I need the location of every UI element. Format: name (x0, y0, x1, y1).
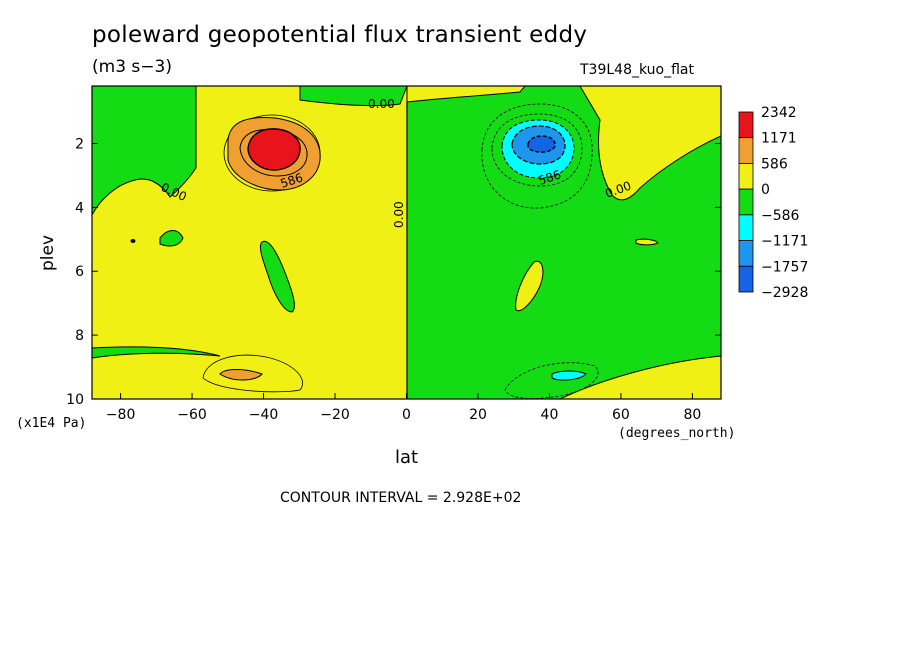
legend-label: 0 (761, 182, 770, 198)
x-axis-label: lat (395, 447, 419, 468)
contour-label: 0.00 (368, 97, 395, 111)
southern-lower-positive-cell (219, 369, 263, 381)
contour-interval-label: CONTOUR INTERVAL = 2.928E+02 (280, 490, 522, 506)
x-tick-label: −40 (249, 407, 279, 423)
northern-tilted-positive-patch (515, 260, 544, 312)
x-tick-label: −20 (320, 407, 350, 423)
contour-field (92, 86, 721, 399)
legend-label: 1171 (761, 131, 797, 147)
x-axis-unit: (degrees_north) (618, 426, 736, 441)
x-tick-label: −80 (106, 407, 136, 423)
units-label: (m3 s−3) (92, 57, 172, 77)
southern-positive-maximum (247, 128, 301, 171)
legend-label: −2928 (761, 285, 808, 301)
x-tick-label: 0 (402, 407, 411, 423)
legend-swatch (738, 240, 754, 267)
x-tick-label: 80 (683, 407, 701, 423)
southern-tilted-negative-patch (259, 240, 295, 313)
x-tick-label: 20 (469, 407, 487, 423)
contour-label: 0.00 (392, 201, 406, 228)
contour-label: 586 (537, 167, 563, 187)
legend-label: 586 (761, 156, 788, 172)
chart-title: poleward geopotential flux transient edd… (92, 22, 588, 48)
legend-swatch (738, 111, 754, 139)
legend-label: −586 (761, 208, 800, 224)
y-tick-label: 4 (75, 200, 84, 216)
small-contour-dot (130, 239, 136, 243)
southern-top-negative-patch (299, 86, 408, 107)
legend-swatch (738, 214, 754, 241)
x-tick-label: 60 (612, 407, 630, 423)
legend-swatch (738, 163, 754, 190)
southern-lower-negative-strip (92, 346, 221, 359)
y-axis: 2 4 6 8 10 (66, 136, 721, 408)
northern-small-positive-patch (635, 238, 659, 246)
northern-top-positive-patch (406, 86, 526, 103)
northern-highlat-positive-patch (579, 86, 721, 201)
y-axis-unit: (x1E4 Pa) (16, 416, 87, 431)
y-tick-label: 8 (75, 328, 84, 344)
legend-swatch (738, 265, 754, 293)
y-tick-label: 6 (75, 264, 84, 280)
x-axis: −80 −60 −40 −20 0 20 40 60 80 (106, 393, 701, 423)
x-tick-label: 40 (541, 407, 559, 423)
southern-small-negative-patch (159, 230, 184, 247)
southern-highlat-negative-patch (92, 86, 197, 216)
northern-negative-minimum (527, 135, 556, 153)
northern-lower-negative-cell (551, 370, 587, 381)
legend-swatch (738, 188, 754, 216)
x-tick-label: −60 (177, 407, 207, 423)
color-legend: 2342 1171 586 0 −586 −1171 −1757 −2928 (738, 105, 808, 301)
legend-swatch (738, 137, 754, 164)
run-label: T39L48_kuo_flat (580, 62, 694, 78)
legend-label: −1171 (761, 234, 808, 250)
legend-label: 2342 (761, 105, 797, 121)
contour-label: 586 (279, 170, 305, 190)
y-tick-label: 2 (75, 136, 84, 152)
legend-label: −1757 (761, 259, 808, 275)
y-tick-label: 10 (66, 392, 84, 408)
